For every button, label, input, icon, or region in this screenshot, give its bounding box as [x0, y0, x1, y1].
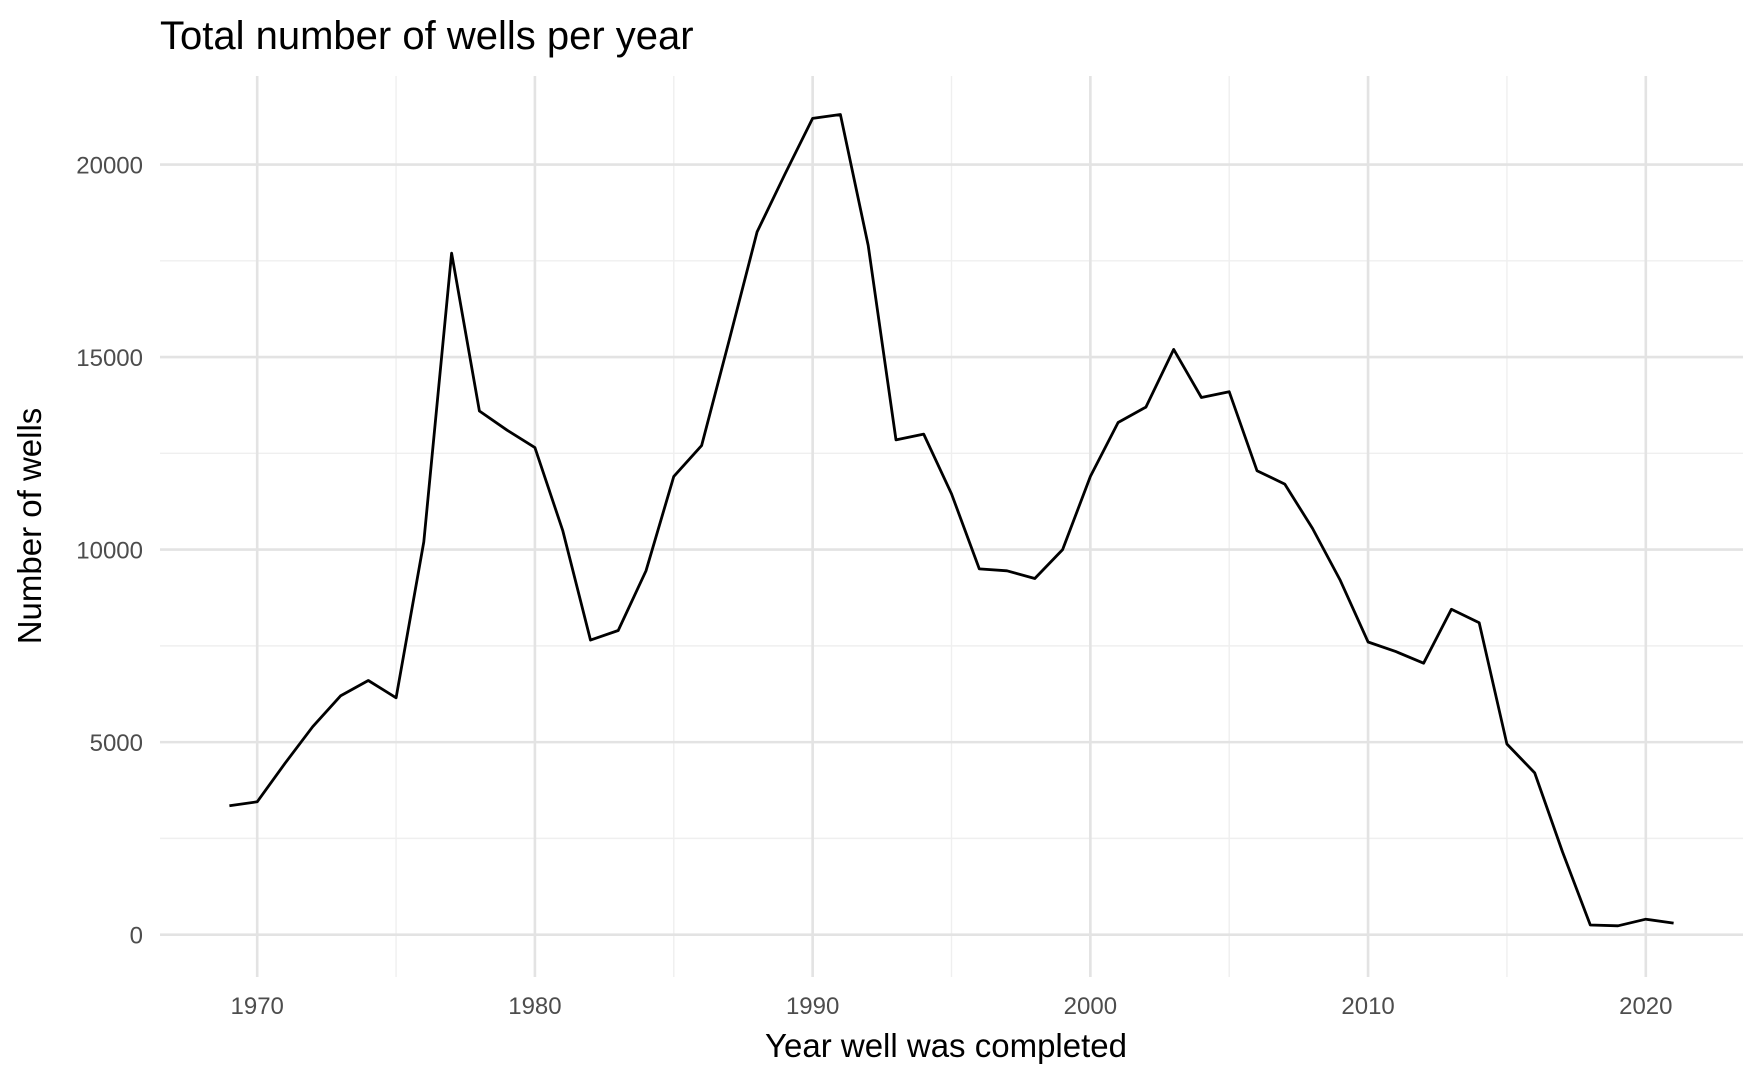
y-tick-label: 15000 [76, 345, 143, 372]
x-tick-label: 2000 [1064, 993, 1117, 1020]
x-tick-label: 1990 [786, 993, 839, 1020]
y-tick-label: 5000 [90, 730, 143, 757]
x-tick-label: 1970 [231, 993, 284, 1020]
y-tick-label: 0 [130, 923, 143, 950]
x-axis-title: Year well was completed [765, 1027, 1127, 1064]
chart-title: Total number of wells per year [160, 14, 694, 58]
x-tick-label: 1980 [508, 993, 561, 1020]
y-axis-tick-labels: 0 5000 10000 15000 20000 [76, 153, 143, 950]
series-line [229, 113, 1674, 928]
x-tick-label: 2020 [1619, 993, 1672, 1020]
y-tick-label: 10000 [76, 538, 143, 565]
x-tick-label: 2010 [1341, 993, 1394, 1020]
y-axis-title: Number of wells [11, 408, 48, 645]
series-layer [229, 113, 1674, 928]
x-axis-tick-labels: 1970 1980 1990 2000 2010 2020 [231, 993, 1673, 1020]
grid [160, 76, 1743, 977]
y-tick-label: 20000 [76, 153, 143, 180]
